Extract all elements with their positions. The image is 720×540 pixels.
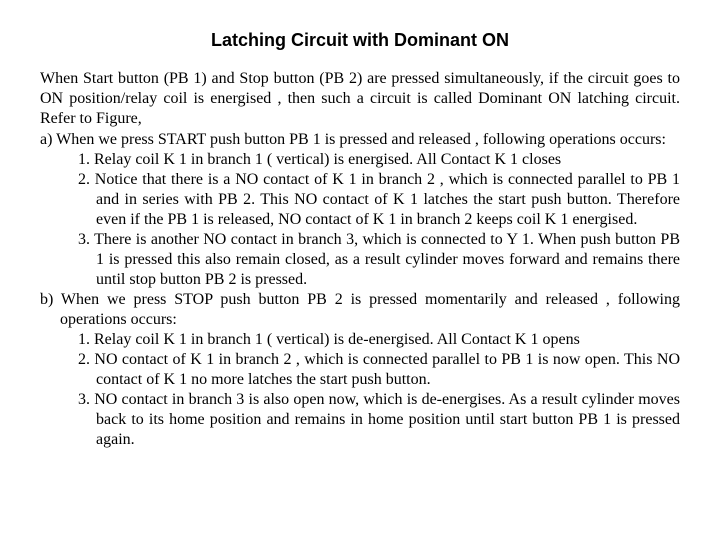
item-b: b) When we press STOP push button PB 2 i…	[40, 290, 680, 330]
item-a3: 3. There is another NO contact in branch…	[40, 230, 680, 290]
item-b1: 1. Relay coil K 1 in branch 1 ( vertical…	[40, 330, 680, 350]
item-a: a) When we press START push button PB 1 …	[40, 130, 680, 150]
item-a2: 2. Notice that there is a NO contact of …	[40, 170, 680, 230]
intro-paragraph: When Start button (PB 1) and Stop button…	[40, 69, 680, 129]
item-b2: 2. NO contact of K 1 in branch 2 , which…	[40, 350, 680, 390]
item-a1: 1. Relay coil K 1 in branch 1 ( vertical…	[40, 150, 680, 170]
item-b3: 3. NO contact in branch 3 is also open n…	[40, 390, 680, 450]
page-title: Latching Circuit with Dominant ON	[40, 30, 680, 51]
